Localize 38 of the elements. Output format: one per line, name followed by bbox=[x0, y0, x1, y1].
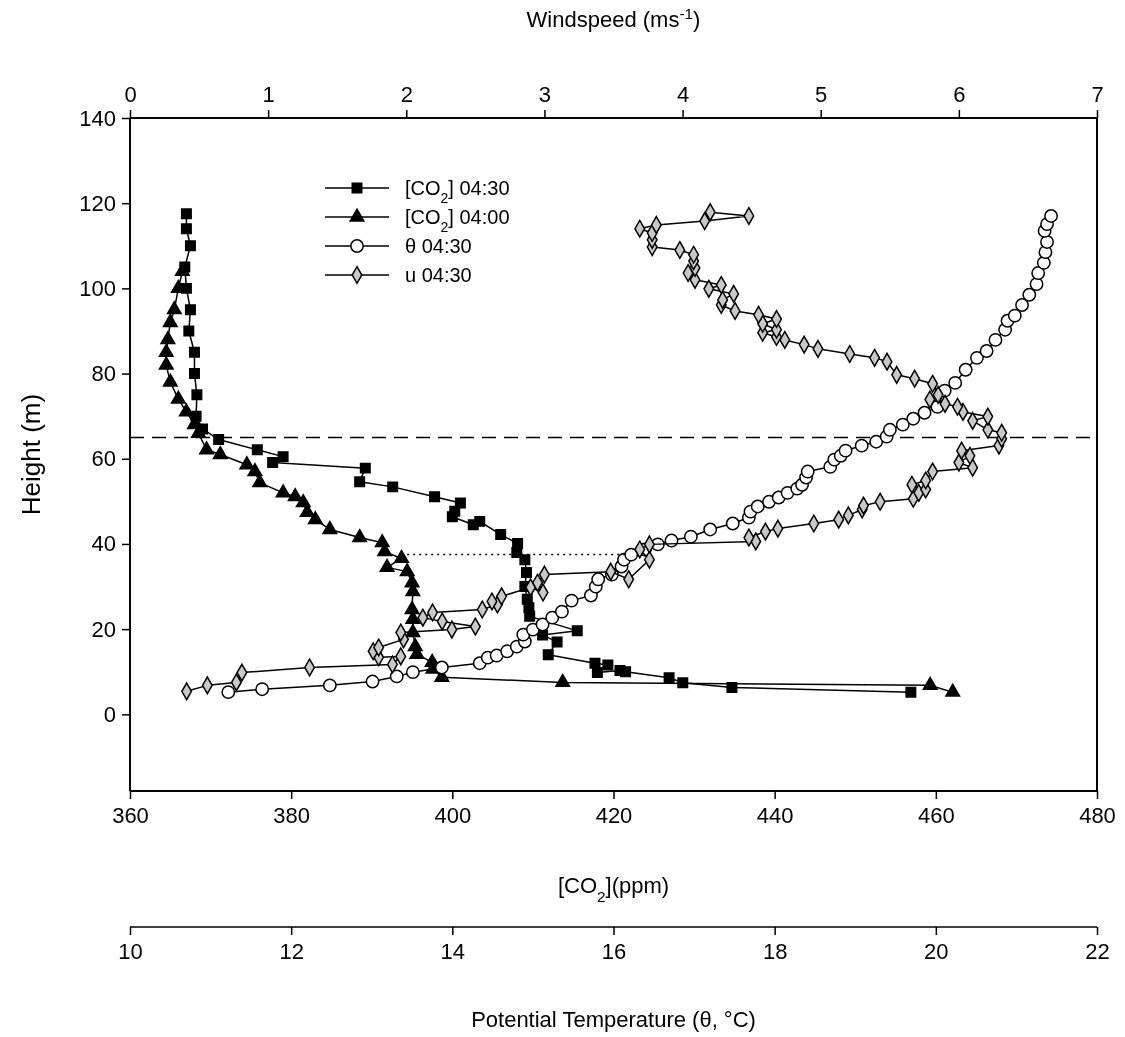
x-tick-label: 400 bbox=[434, 802, 472, 828]
x2-tick-label: 18 bbox=[762, 938, 788, 964]
y-tick-label: 80 bbox=[91, 361, 116, 387]
y-tick-label: 100 bbox=[79, 275, 116, 301]
x-tick-label: 440 bbox=[756, 802, 794, 828]
x-tick-label: 7 bbox=[1091, 82, 1104, 107]
x-tick-label: 4 bbox=[676, 82, 690, 107]
x-axis-title: Windspeed (ms$^{-1}$) bbox=[526, 4, 701, 32]
x2-tick-label: 22 bbox=[1085, 938, 1110, 964]
x2-axis-title: Potential Temperature (θ, °C) bbox=[471, 1007, 756, 1032]
x-tick-label: 2 bbox=[400, 82, 413, 107]
x-tick-label: 460 bbox=[917, 802, 955, 828]
x-axis-title: [CO$_{2}$](ppm) bbox=[557, 873, 670, 905]
x2-tick-label: 14 bbox=[440, 938, 466, 964]
x-tick-label: 360 bbox=[112, 802, 149, 828]
x-tick-label: 1 bbox=[262, 82, 275, 107]
x-tick-label: 5 bbox=[815, 82, 828, 107]
legend-label: u 04:30 bbox=[405, 264, 472, 286]
y-tick-label: 60 bbox=[91, 446, 116, 472]
x-tick-label: 480 bbox=[1079, 802, 1116, 828]
y-tick-label: 0 bbox=[103, 701, 116, 727]
y-tick-label: 40 bbox=[91, 531, 116, 557]
legend-label: [CO$_{2}$] 04:30 bbox=[405, 177, 510, 206]
y-axis-title: Height (m) bbox=[16, 393, 46, 516]
x2-tick-label: 12 bbox=[279, 938, 304, 964]
legend-label: θ 04:30 bbox=[405, 235, 472, 257]
x-tick-label: 6 bbox=[953, 82, 966, 107]
x-tick-label: 380 bbox=[273, 802, 311, 828]
y-tick-label: 20 bbox=[91, 616, 116, 642]
x2-tick-label: 20 bbox=[924, 938, 949, 964]
legend-label: [CO$_{2}$] 04:00 bbox=[405, 206, 510, 235]
y-tick-label: 120 bbox=[79, 190, 116, 216]
x-tick-label: 420 bbox=[595, 802, 633, 828]
x-tick-label: 3 bbox=[538, 82, 552, 107]
y-tick-label: 140 bbox=[79, 105, 116, 131]
x2-tick-label: 10 bbox=[118, 938, 143, 964]
x-tick-label: 0 bbox=[124, 82, 137, 107]
x2-tick-label: 16 bbox=[601, 938, 627, 964]
